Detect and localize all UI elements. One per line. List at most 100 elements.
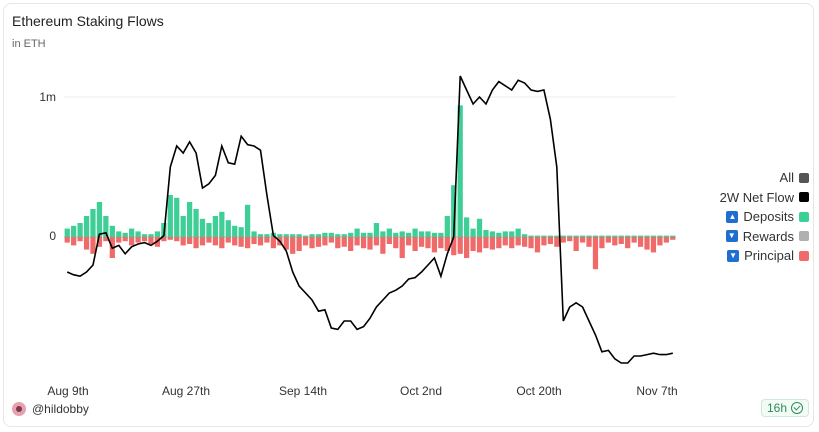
principal-bar bbox=[425, 237, 431, 249]
legend-rewards[interactable]: ▼ Rewards bbox=[720, 227, 809, 247]
chart-title: Ethereum Staking Flows bbox=[12, 13, 164, 29]
principal-bar bbox=[96, 237, 103, 247]
sort-down-icon[interactable]: ▼ bbox=[725, 230, 738, 243]
principal-bar bbox=[219, 237, 225, 249]
deposit-bar bbox=[109, 225, 115, 237]
deposit-bar bbox=[515, 228, 521, 237]
principal-bar bbox=[212, 237, 219, 246]
principal-bar bbox=[148, 237, 154, 244]
deposit-bar bbox=[406, 232, 412, 237]
legend-principal-swatch bbox=[799, 250, 809, 261]
principal-bar bbox=[77, 237, 83, 242]
principal-bar bbox=[257, 237, 264, 246]
deposit-bar bbox=[380, 231, 386, 237]
deposit-bar bbox=[83, 216, 90, 237]
check-circle-icon bbox=[791, 402, 803, 414]
deposit-bar bbox=[612, 235, 618, 237]
deposit-bar bbox=[187, 202, 193, 237]
principal-bar bbox=[328, 237, 334, 243]
deposit-bar bbox=[103, 216, 109, 237]
legend-all[interactable]: All bbox=[720, 168, 809, 188]
principal-bar bbox=[650, 237, 657, 253]
principal-bar bbox=[187, 237, 193, 244]
deposit-bar bbox=[573, 235, 579, 237]
principal-bar bbox=[644, 237, 650, 250]
principal-bar bbox=[180, 237, 186, 246]
deposit-bar bbox=[367, 232, 373, 237]
legend-principal[interactable]: ▼ Principal bbox=[720, 246, 809, 266]
principal-bar bbox=[348, 237, 354, 251]
deposit-bar bbox=[129, 228, 135, 237]
chart-card bbox=[3, 3, 814, 427]
refresh-badge[interactable]: 16h bbox=[760, 399, 809, 417]
sort-up-icon[interactable]: ▲ bbox=[726, 210, 739, 223]
legend-rewards-swatch bbox=[799, 231, 809, 242]
deposit-bar bbox=[232, 225, 238, 237]
principal-bar bbox=[122, 237, 128, 242]
author[interactable]: @hildobby bbox=[12, 402, 89, 416]
principal-bar bbox=[354, 237, 360, 246]
principal-bar bbox=[567, 237, 573, 242]
legend-net-flow[interactable]: 2W Net Flow bbox=[720, 188, 809, 208]
principal-bar bbox=[270, 237, 276, 249]
principal-bar bbox=[509, 237, 515, 249]
deposit-bar bbox=[296, 234, 302, 237]
principal-bar bbox=[573, 237, 579, 251]
deposit-bar bbox=[141, 234, 148, 237]
principal-bar bbox=[418, 237, 425, 247]
principal-bar bbox=[71, 237, 77, 246]
principal-bar bbox=[199, 237, 206, 246]
deposit-bar bbox=[90, 209, 96, 237]
sort-down-icon[interactable]: ▼ bbox=[727, 249, 740, 262]
deposit-bar bbox=[476, 218, 483, 237]
principal-bar bbox=[592, 237, 599, 270]
x-tick-label: Sep 14th bbox=[279, 384, 327, 398]
deposit-bar bbox=[264, 234, 270, 237]
legend-deposits-swatch bbox=[799, 211, 809, 222]
net-flow-line bbox=[66, 75, 673, 364]
deposit-bar bbox=[315, 234, 322, 237]
deposit-bar bbox=[386, 228, 392, 237]
deposit-bar bbox=[560, 235, 566, 237]
deposit-bar bbox=[483, 230, 489, 237]
deposit-bar bbox=[335, 234, 341, 237]
principal-bar bbox=[161, 237, 167, 242]
principal-bar bbox=[103, 237, 109, 242]
y-tick-0: 0 bbox=[49, 229, 56, 243]
principal-bar bbox=[586, 237, 592, 247]
deposit-bar bbox=[116, 231, 122, 237]
principal-bar bbox=[129, 237, 135, 246]
principal-bar bbox=[302, 237, 309, 246]
principal-bar bbox=[225, 237, 231, 243]
deposit-bar bbox=[225, 220, 231, 237]
deposit-bar bbox=[174, 197, 180, 237]
deposit-bar bbox=[644, 235, 650, 237]
principal-bar bbox=[64, 237, 70, 243]
deposit-bar bbox=[418, 231, 425, 237]
deposit-bar bbox=[631, 235, 637, 237]
principal-bar bbox=[489, 237, 496, 250]
deposit-bar bbox=[521, 234, 528, 237]
x-tick-label: Aug 27th bbox=[162, 384, 210, 398]
deposit-bar bbox=[122, 232, 128, 237]
deposit-bar bbox=[502, 231, 508, 237]
deposit-bar bbox=[302, 235, 309, 237]
principal-bar bbox=[141, 237, 148, 242]
deposit-bar bbox=[290, 234, 296, 237]
deposit-bar bbox=[670, 235, 676, 237]
principal-bar bbox=[116, 237, 122, 243]
deposit-bar bbox=[180, 216, 186, 237]
principal-bar bbox=[637, 237, 644, 247]
principal-bar bbox=[193, 237, 199, 249]
deposit-bar bbox=[167, 195, 173, 237]
deposit-bar bbox=[360, 232, 367, 237]
deposit-bar bbox=[599, 235, 605, 237]
deposit-bar bbox=[637, 235, 644, 237]
deposit-bar bbox=[592, 235, 599, 237]
principal-bar bbox=[431, 237, 438, 253]
principal-bar bbox=[631, 237, 637, 243]
deposit-bar bbox=[322, 232, 328, 237]
deposit-bar bbox=[547, 235, 553, 237]
legend-deposits[interactable]: ▲ Deposits bbox=[720, 207, 809, 227]
